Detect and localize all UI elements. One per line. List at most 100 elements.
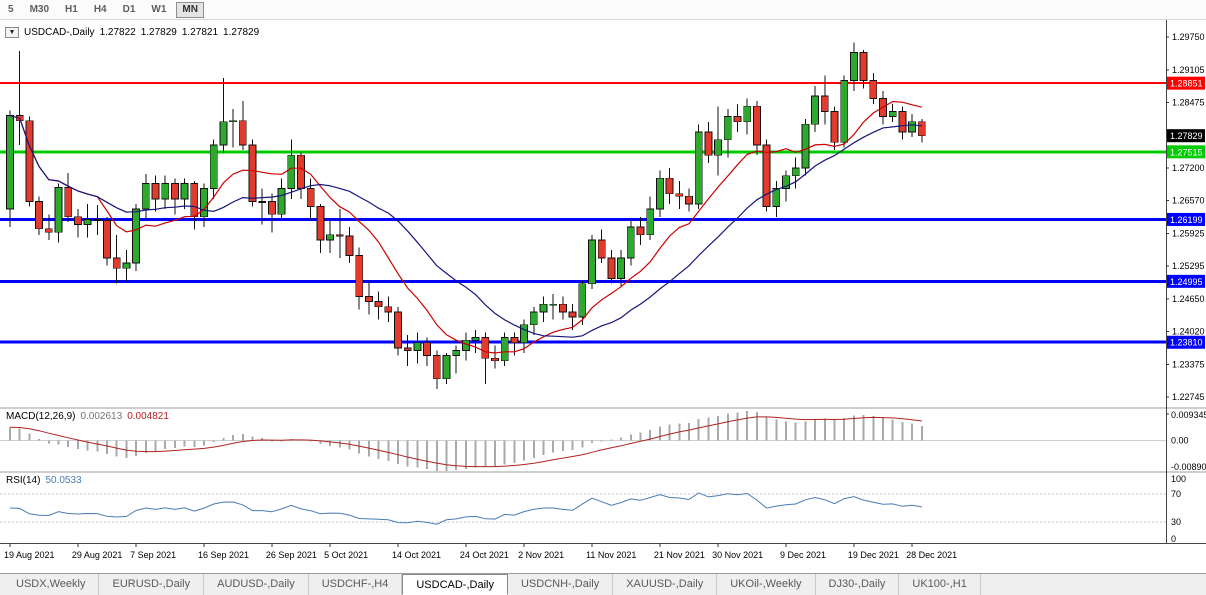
candle bbox=[791, 157, 800, 189]
macd-bar bbox=[833, 420, 836, 441]
candle-body-up bbox=[723, 116, 732, 141]
candle-body-down bbox=[432, 355, 441, 380]
candle-body-down bbox=[491, 357, 499, 362]
macd-bar bbox=[309, 440, 312, 442]
macd-bar bbox=[688, 422, 690, 441]
candle-body-down bbox=[636, 226, 645, 236]
candle-body-up bbox=[54, 187, 63, 233]
candle-body-up bbox=[452, 350, 461, 357]
macd-bar bbox=[814, 419, 817, 441]
candle bbox=[442, 353, 451, 384]
tab-dj30-daily[interactable]: DJ30-,Daily bbox=[816, 574, 900, 595]
price-badge bbox=[1167, 274, 1205, 288]
chart-tab-bar: USDX,Weekly EURUSD-,Daily AUDUSD-,Daily USD… bbox=[0, 573, 1206, 595]
macd-bar bbox=[193, 440, 196, 447]
candle bbox=[248, 139, 257, 207]
macd-bar bbox=[261, 438, 264, 441]
candle-body-up bbox=[219, 121, 228, 146]
date-label: 29 Aug 2021 bbox=[72, 550, 123, 560]
candle bbox=[917, 119, 926, 143]
macd-bar bbox=[125, 440, 128, 459]
tab-usdchf-h4[interactable]: USDCHF-,H4 bbox=[309, 574, 403, 595]
tab-xauusd-daily[interactable]: XAUUSD-,Daily bbox=[613, 574, 718, 595]
macd-bar bbox=[135, 440, 138, 457]
candle bbox=[850, 42, 858, 91]
candle-body-down bbox=[423, 342, 432, 357]
candle-body-down bbox=[316, 206, 325, 241]
candle-body-up bbox=[772, 188, 781, 207]
candle bbox=[568, 304, 577, 330]
candle bbox=[830, 106, 839, 151]
candle-body-up bbox=[277, 188, 286, 215]
macd-bar bbox=[726, 413, 729, 441]
timeframe-toolbar: 5 M30 H1 H4 D1 W1 MN bbox=[0, 0, 1206, 20]
chart-window[interactable]: 1.297501.291051.284751.278451.272001.265… bbox=[0, 20, 1206, 573]
macd-signal-line bbox=[9, 416, 922, 468]
candle bbox=[103, 216, 111, 266]
candle-body-down bbox=[733, 116, 742, 123]
candle bbox=[180, 178, 189, 210]
candle-body-up bbox=[471, 337, 480, 341]
macd-bar bbox=[203, 440, 205, 446]
candle bbox=[733, 103, 742, 133]
candle-body-down bbox=[93, 219, 102, 221]
price-tick-label: 1.26570 bbox=[1172, 195, 1205, 205]
macd-bar bbox=[843, 418, 846, 441]
price-badge-label: 1.26199 bbox=[1170, 215, 1203, 225]
candle-body-up bbox=[287, 154, 296, 189]
candle bbox=[326, 219, 335, 253]
candle-body-down bbox=[403, 347, 412, 351]
tab-eurusd-daily[interactable]: EURUSD-,Daily bbox=[99, 574, 205, 595]
candle-body-up bbox=[617, 257, 625, 279]
tab-audusd-daily[interactable]: AUDUSD-,Daily bbox=[204, 574, 309, 595]
candle-body-up bbox=[850, 51, 858, 82]
macd-bar bbox=[552, 440, 555, 453]
candle bbox=[413, 332, 422, 364]
candle-body-down bbox=[675, 193, 684, 197]
candle bbox=[656, 170, 664, 217]
macd-bar bbox=[911, 423, 914, 441]
price-chart-canvas[interactable]: 1.297501.291051.284751.278451.272001.265… bbox=[0, 20, 1206, 573]
timeframe-button-h4[interactable]: H4 bbox=[88, 2, 113, 18]
candle bbox=[423, 337, 432, 366]
one-click-trading-toggle[interactable]: ▼ bbox=[5, 27, 19, 38]
candle bbox=[685, 188, 693, 212]
timeframe-button-5[interactable]: 5 bbox=[2, 2, 20, 18]
candle-body-up bbox=[180, 183, 189, 200]
candle-body-up bbox=[908, 121, 916, 133]
tab-usdcad-daily[interactable]: USDCAD-,Daily bbox=[402, 574, 508, 595]
price-badge-label: 1.27829 bbox=[1170, 131, 1203, 141]
candle bbox=[908, 114, 916, 138]
candle-body-up bbox=[141, 183, 150, 210]
candle bbox=[743, 98, 752, 135]
macd-bar bbox=[523, 440, 526, 461]
tab-usdx-weekly[interactable]: USDX,Weekly bbox=[3, 574, 100, 595]
candle-body-down bbox=[859, 51, 868, 82]
macd-bar bbox=[435, 440, 438, 471]
timeframe-button-m30[interactable]: M30 bbox=[24, 2, 55, 18]
price-badge bbox=[1167, 129, 1205, 143]
timeframe-button-d1[interactable]: D1 bbox=[117, 2, 142, 18]
timeframe-button-h1[interactable]: H1 bbox=[59, 2, 84, 18]
candle bbox=[403, 335, 412, 366]
candle-body-up bbox=[714, 139, 722, 156]
candle bbox=[64, 173, 73, 222]
macd-bar bbox=[513, 440, 516, 463]
rsi-axis-label: 100 bbox=[1171, 474, 1186, 484]
candle bbox=[626, 219, 635, 266]
candle bbox=[704, 121, 713, 163]
candle-body-down bbox=[704, 131, 713, 156]
macd-bar bbox=[639, 432, 642, 441]
candle-body-down bbox=[685, 195, 693, 205]
tab-uk100-h1[interactable]: UK100-,H1 bbox=[899, 574, 981, 595]
chart-background bbox=[0, 20, 1206, 573]
price-tick-label: 1.24650 bbox=[1172, 294, 1205, 304]
timeframe-button-mn[interactable]: MN bbox=[176, 1, 204, 18]
timeframe-button-w1[interactable]: W1 bbox=[145, 2, 172, 18]
tab-ukoil-weekly[interactable]: UKOil-,Weekly bbox=[717, 574, 816, 595]
macd-bar bbox=[397, 440, 399, 465]
macd-bar bbox=[9, 427, 11, 441]
candle bbox=[170, 178, 179, 215]
macd-bar bbox=[775, 419, 778, 441]
tab-usdcnh-daily[interactable]: USDCNH-,Daily bbox=[508, 574, 614, 595]
